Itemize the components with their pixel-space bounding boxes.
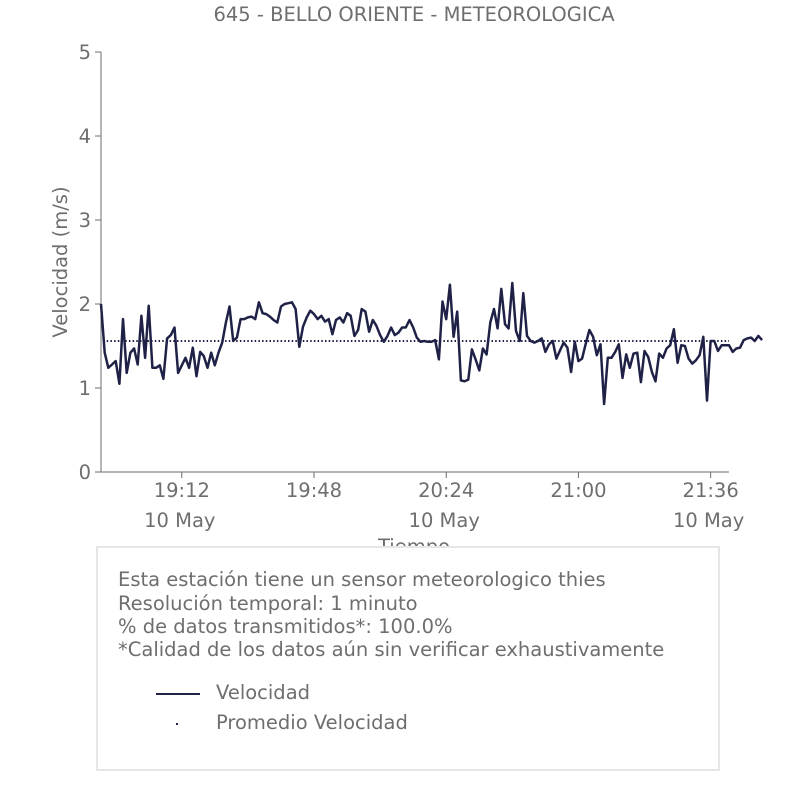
y-tick-label: 5 — [79, 41, 91, 64]
info-resolution: Resolución temporal: 1 minuto — [118, 592, 418, 615]
legend-label-velocidad: Velocidad — [216, 681, 311, 704]
y-tick-label: 4 — [79, 125, 91, 148]
y-tick-label: 3 — [79, 209, 91, 232]
y-tick-label: 1 — [79, 377, 91, 400]
info-transmitted: % de datos transmitidos*: 100.0% — [118, 615, 453, 638]
plot-area — [99, 281, 764, 406]
y-tick-label: 2 — [79, 293, 91, 316]
x-tick-label: 21:36 — [683, 479, 739, 502]
chart-title: 645 - BELLO ORIENTE - METEOROLOGICA — [213, 3, 615, 26]
legend-line-swatch — [156, 693, 200, 695]
series-line-velocidad — [99, 281, 764, 406]
x-tick-label: 21:00 — [550, 479, 606, 502]
legend-dot-swatch — [176, 723, 178, 725]
x-tick-label: 20:24 — [418, 479, 474, 502]
x-tick-date-label: 10 May — [409, 509, 480, 532]
x-ticks: 19:12 10 May 19:48 20:24 10 May 21:00 21:36 10 … — [144, 472, 744, 532]
y-ticks: 0 1 2 3 4 5 — [79, 41, 101, 484]
y-tick-label: 0 — [79, 461, 91, 484]
legend-label-promedio: Promedio Velocidad — [216, 711, 408, 734]
x-tick-label: 19:12 — [154, 479, 210, 502]
info-legend-box: Esta estación tiene un sensor meteorolog… — [96, 546, 720, 771]
x-tick-date-label: 10 May — [144, 509, 215, 532]
info-quality-note: *Calidad de los datos aún sin verificar … — [118, 638, 665, 661]
info-sensor: Esta estación tiene un sensor meteorolog… — [118, 568, 606, 591]
y-axis-label: Velocidad (m/s) — [49, 186, 72, 337]
x-tick-label: 19:48 — [286, 479, 342, 502]
x-tick-date-label: 10 May — [673, 509, 744, 532]
